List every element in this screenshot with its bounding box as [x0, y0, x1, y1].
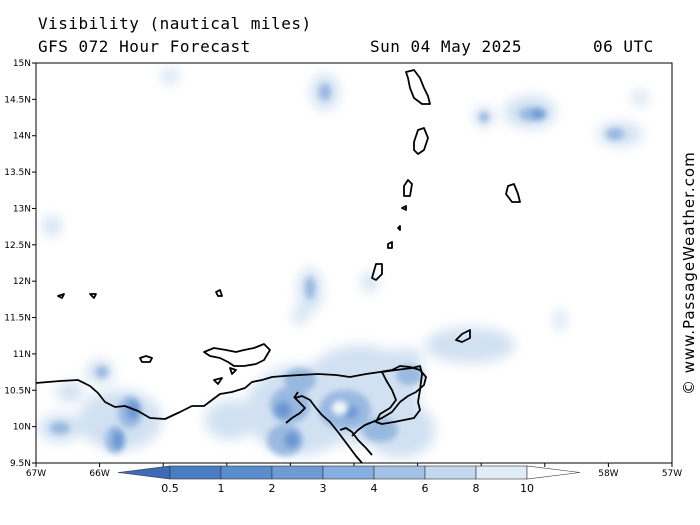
lon-label: 67W	[26, 469, 46, 479]
colorbar: 0.5 1 2 3 4 6 8 10	[117, 465, 581, 495]
lat-label: 13.5N	[4, 168, 31, 178]
colorbar-cell	[424, 465, 477, 480]
lat-label: 13N	[13, 204, 31, 214]
colorbar-label: 10	[520, 482, 534, 495]
visibility-shading	[38, 68, 648, 458]
colorbar-label: 6	[422, 482, 429, 495]
lat-label: 12.5N	[4, 241, 31, 251]
forecast-time: 06 UTC	[593, 37, 654, 56]
colorbar-label: 4	[371, 482, 378, 495]
lat-label: 10.5N	[4, 386, 31, 396]
colorbar-cell	[373, 465, 426, 480]
colorbar-cell	[220, 465, 273, 480]
lat-label: 9.5N	[10, 459, 31, 469]
lat-label: 10N	[13, 423, 31, 433]
lat-label: 12N	[13, 277, 31, 287]
lon-label: 66W	[89, 469, 109, 479]
colorbar-cell	[322, 465, 375, 480]
lon-label: 57W	[662, 469, 682, 479]
colorbar-low-arrow	[117, 465, 171, 480]
forecast-date: Sun 04 May 2025	[370, 37, 522, 56]
colorbar-label: 1	[218, 482, 225, 495]
colorbar-cell	[271, 465, 324, 480]
colorbar-high-arrow	[526, 465, 581, 480]
colorbar-label: 2	[269, 482, 276, 495]
lat-label: 15N	[13, 59, 31, 69]
colorbar-label: 8	[473, 482, 480, 495]
lat-label: 14N	[13, 132, 31, 142]
map-title: Visibility (nautical miles)	[38, 14, 312, 33]
colorbar-label: 0.5	[161, 482, 179, 495]
forecast-label: GFS 072 Hour Forecast	[38, 37, 251, 56]
credit-text: © www.PassageWeather.com	[680, 151, 698, 395]
colorbar-cell	[475, 465, 528, 480]
lon-label: 58W	[598, 469, 618, 479]
colorbar-label: 3	[320, 482, 327, 495]
latitude-axis: 15N 14.5N 14N 13.5N 13N 12.5N 12N 11.5N 11N 10.5N…	[4, 59, 36, 469]
coastlines	[36, 69, 521, 463]
colorbar-cell	[169, 465, 222, 480]
lat-label: 11.5N	[4, 314, 31, 324]
lat-label: 11N	[13, 350, 31, 360]
lat-label: 14.5N	[4, 95, 31, 105]
